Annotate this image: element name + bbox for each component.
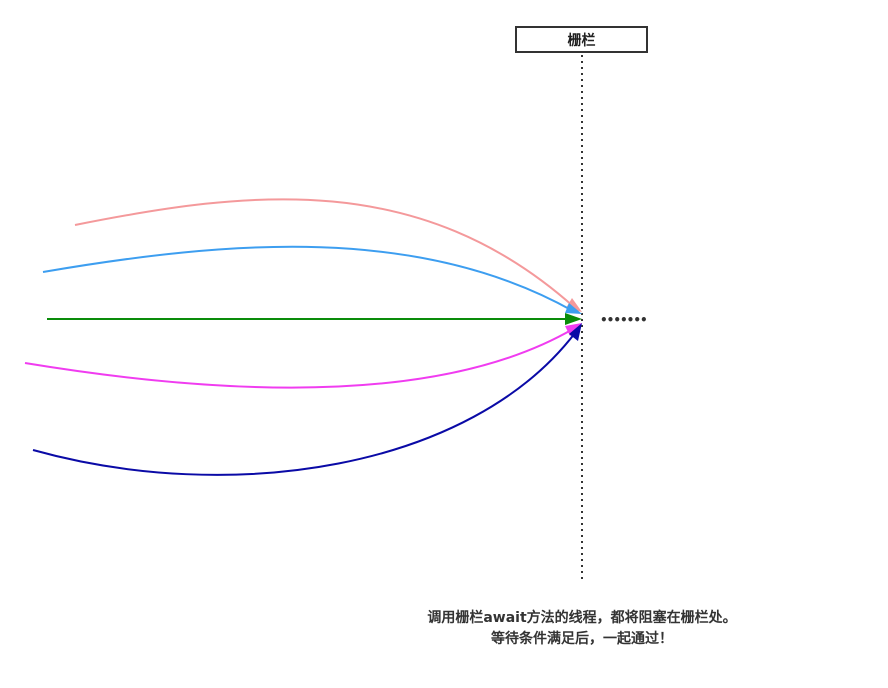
- arrowhead-5: [569, 323, 582, 341]
- arrowhead-2: [565, 303, 582, 314]
- barrier-label: 栅栏: [567, 32, 596, 49]
- thread-arrow-1: [74, 198, 575, 308]
- thread-arrow-2: [42, 245, 574, 312]
- caption-line-1: 调用栅栏await方法的线程，都将阻塞在栅栏处。: [427, 610, 737, 626]
- arrowhead-4: [565, 323, 582, 336]
- arrowhead-3: [565, 313, 582, 325]
- barrier-label-box: 栅栏: [515, 26, 648, 53]
- thread-arrow-5: [32, 332, 576, 476]
- thread-arrow-4: [24, 328, 574, 389]
- caption-line-2: 等待条件满足后，一起通过！: [491, 631, 673, 647]
- caption: 调用栅栏await方法的线程，都将阻塞在栅栏处。 等待条件满足后，一起通过！: [340, 608, 824, 650]
- ellipsis-dots: •••••••: [600, 313, 647, 327]
- thread-arrows: [24, 198, 582, 476]
